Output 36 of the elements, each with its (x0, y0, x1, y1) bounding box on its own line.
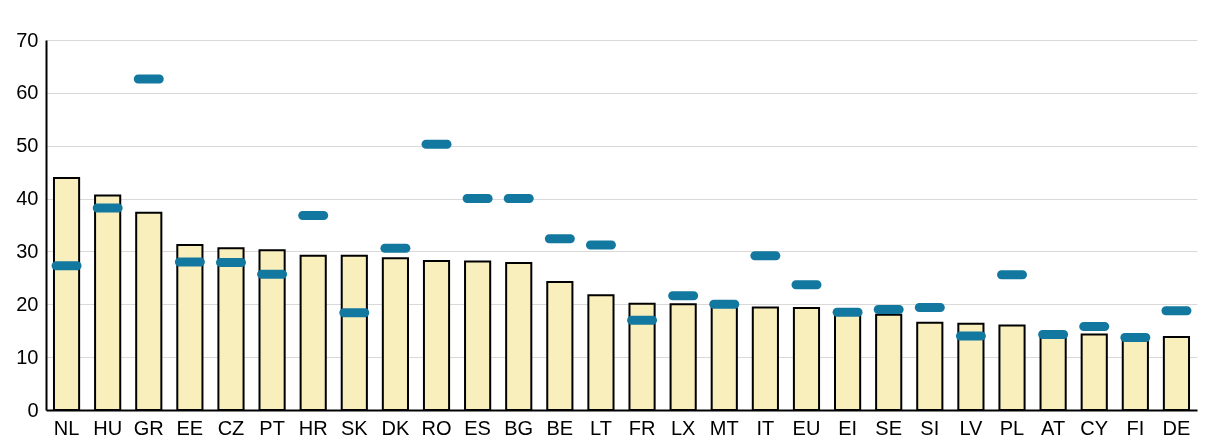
x-tick-label: FI (1126, 416, 1145, 439)
x-tick-label: FR (628, 416, 656, 439)
y-tick-label: 20 (16, 292, 39, 315)
x-tick-label: BG (504, 416, 534, 439)
x-tick-label: ES (464, 416, 491, 439)
x-tick-label: EU (792, 416, 821, 439)
x-tick-label: GR (133, 416, 164, 439)
x-tick-label: RO (421, 416, 452, 439)
x-tick-label: AT (1041, 416, 1066, 439)
x-tick-label: BE (546, 416, 574, 439)
y-tick-label: 10 (16, 345, 39, 368)
x-tick-label: MT (709, 416, 739, 439)
x-tick-label: EE (176, 416, 204, 439)
x-tick-label: HR (298, 416, 328, 439)
x-tick-label: LT (590, 416, 612, 439)
x-tick-label: CY (1080, 416, 1109, 439)
x-tick-label: SE (875, 416, 903, 439)
x-tick-label: LV (959, 416, 984, 439)
x-tick-label: CZ (217, 416, 245, 439)
x-tick-label: NL (53, 416, 80, 439)
x-tick-label: LX (670, 416, 696, 439)
x-tick-label: DE (1162, 416, 1191, 439)
x-tick-label: PL (999, 416, 1025, 439)
x-tick-label: IT (756, 416, 775, 439)
x-tick-label: SK (340, 416, 369, 439)
x-tick-label: SI (920, 416, 940, 439)
y-tick-label: 50 (16, 134, 39, 157)
y-tick-label: 30 (16, 239, 39, 262)
y-tick-label: 40 (16, 187, 39, 210)
y-tick-label: 60 (16, 81, 39, 104)
x-tick-label: DK (381, 416, 410, 439)
x-tick-label: PT (259, 416, 285, 439)
y-tick-label: 0 (27, 398, 39, 421)
x-tick-label: HU (93, 416, 123, 439)
y-tick-label: 70 (16, 28, 39, 51)
x-tick-label: EI (838, 416, 858, 439)
